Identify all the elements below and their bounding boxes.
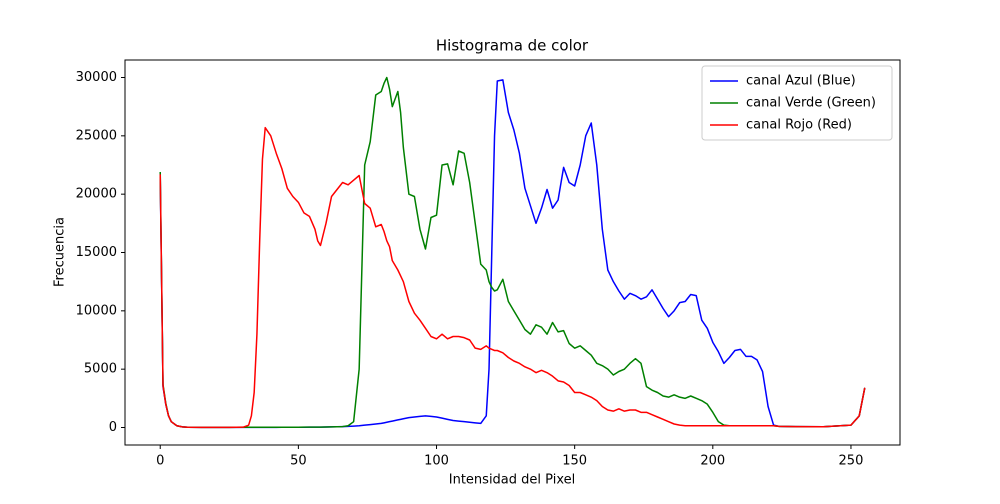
legend-label: canal Azul (Blue) (746, 74, 856, 89)
legend-label: canal Verde (Green) (746, 96, 876, 111)
y-tick-label: 30000 (76, 70, 117, 85)
series-line (159, 76, 866, 429)
y-tick-label: 5000 (84, 362, 117, 377)
x-tick-label: 150 (562, 454, 587, 469)
y-tick-label: 25000 (76, 128, 117, 143)
legend-label: canal Rojo (Red) (746, 118, 852, 133)
legend-box (701, 65, 893, 141)
x-tick-label: 100 (424, 454, 449, 469)
series-line (159, 126, 866, 429)
x-tick-label: 200 (700, 454, 725, 469)
x-tick-label: 0 (156, 454, 164, 469)
x-tick-label: 250 (839, 454, 864, 469)
y-tick-label: 10000 (76, 303, 117, 318)
y-axis-label: Frecuencia (53, 217, 68, 287)
y-tick-label: 20000 (76, 187, 117, 202)
chart-title: Histograma de color (436, 37, 589, 55)
x-tick-label: 50 (290, 454, 307, 469)
y-tick-label: 0 (109, 420, 117, 435)
y-tick-label: 15000 (76, 245, 117, 260)
x-axis-label: Intensidad del Pixel (449, 473, 575, 488)
plot-frame (124, 59, 901, 446)
